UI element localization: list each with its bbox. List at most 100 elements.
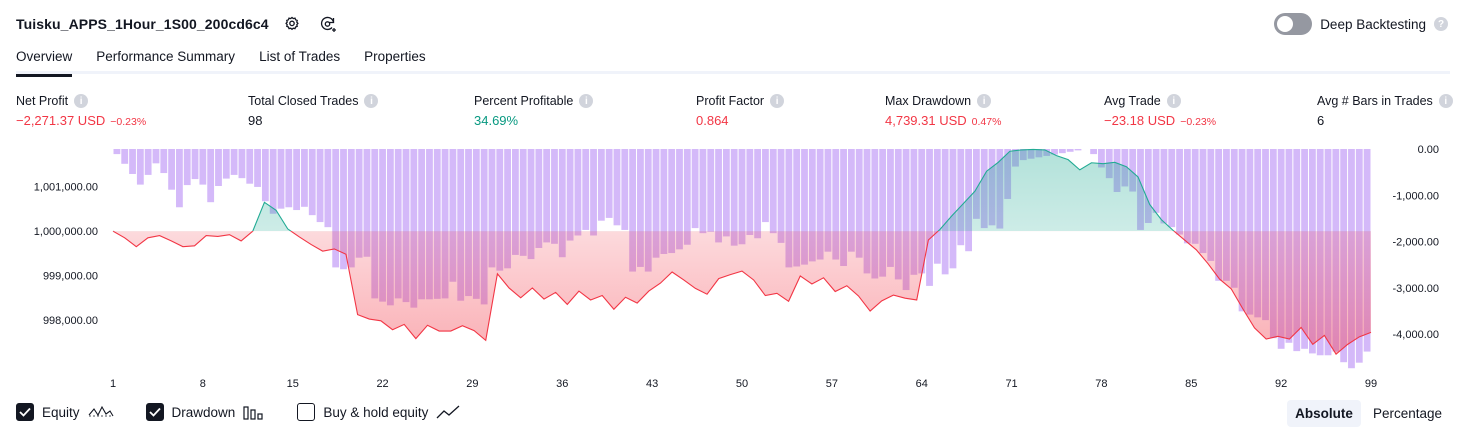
x-axis-tick: 50 [736,378,748,390]
drawdown-bar [637,149,644,267]
drawdown-bar [707,149,715,232]
drawdown-bar [293,149,301,211]
x-axis-tick: 85 [1185,378,1197,390]
buy-hold-checkbox[interactable] [297,403,316,421]
equity-area-positive [252,149,1175,232]
drawdown-bar [543,149,551,243]
settings-gear-icon[interactable] [279,11,305,37]
right-axis-tick: -1,000.00 [1393,190,1439,202]
drawdown-bar [418,149,426,300]
absolute-button[interactable]: Absolute [1287,400,1361,427]
drawdown-bar [644,149,652,272]
metric-label: Total Closed Trades [248,94,359,108]
drawdown-bar [590,149,597,236]
drawdown-bar [168,149,176,190]
left-axis: 1,001,000.00 1,000,000.00 999,000.00 998,00… [34,182,98,327]
drawdown-bar [1129,149,1137,192]
drawdown-bar [238,149,246,179]
tab-list-of-trades[interactable]: List of Trades [259,49,341,64]
drawdown-bar [527,149,535,260]
metric-label: Avg Trade [1104,94,1161,108]
drawdown-bar [1098,149,1105,168]
drawdown-bar [504,149,511,269]
deep-backtesting-toggle[interactable] [1274,13,1313,35]
drawdown-bar [379,149,386,302]
drawdown-bar [316,149,324,223]
drawdown-bar [691,149,699,229]
metric-total-closed-trades: Total Closed Trades i 98 [248,93,379,128]
report-tabs: Overview Performance Summary List of Tra… [16,44,1450,77]
drawdown-bar [722,149,730,237]
drawdown-bar [160,149,168,174]
drawdown-bar [1160,149,1168,224]
drawdown-bar [113,149,121,155]
info-icon[interactable]: i [1438,94,1453,108]
legend-buy-hold-label: Buy & hold equity [323,404,429,420]
metric-label: Max Drawdown [885,94,972,108]
x-axis-tick: 8 [200,378,206,390]
equity-checkbox[interactable] [16,403,34,421]
x-axis-tick: 71 [1005,378,1017,390]
drawdown-bar [269,149,277,214]
drawdown-bar [512,149,519,255]
legend-equity-label: Equity [42,404,80,420]
drawdown-bar [441,149,449,299]
drawdown-bar [1051,149,1058,155]
drawdown-bar [847,149,855,252]
drawdown-bar [1215,149,1223,281]
equity-drawdown-chart[interactable]: 1,001,000.00 1,000,000.00 999,000.00 998,00… [0,140,1466,402]
drawdown-bar [1230,149,1238,288]
drawdown-bar [191,149,199,180]
drawdown-checkbox[interactable] [145,403,164,421]
drawdown-bar [183,149,191,186]
metric-net-profit: Net Profit i −2,271.37 USD −0.23% [16,93,146,128]
x-axis-tick: 78 [1095,378,1107,390]
drawdown-bar [926,149,933,286]
info-icon[interactable]: i [770,94,785,108]
drawdown-bar [355,149,363,258]
drawdown-bar [347,149,355,268]
drawdown-bar [793,149,801,267]
drawdown-bar [894,149,902,280]
legend-buy-hold[interactable]: Buy & hold equity [297,403,460,421]
tab-overview[interactable]: Overview [16,44,73,77]
drawdown-bar [808,149,816,262]
toggle-knob [1277,16,1294,32]
info-icon[interactable]: i [74,94,89,108]
legend-equity[interactable]: Equity [16,403,114,421]
drawdown-bar [230,149,238,175]
drawdown-bar [136,149,144,185]
drawdown-bar [887,149,894,267]
metrics-row: Net Profit i −2,271.37 USD −0.23% Total Cl… [0,93,1466,133]
info-icon[interactable]: i [1166,94,1181,108]
tab-properties[interactable]: Properties [364,49,426,64]
x-axis-tick: 1 [110,378,116,390]
equity-area-negative [113,231,1371,355]
info-icon[interactable]: i [977,94,992,108]
info-icon[interactable]: i [579,94,594,108]
drawdown-bar [785,149,793,268]
tab-performance-summary[interactable]: Performance Summary [96,49,236,64]
legend-drawdown[interactable]: Drawdown [145,403,266,421]
metric-avg-bars: Avg # Bars in Trades i 6 [1317,93,1453,128]
drawdown-bar [332,149,340,268]
info-icon[interactable]: i [364,94,379,108]
drawdown-bar [910,149,918,275]
drawdown-bar [840,149,847,267]
drawdown-bar [652,149,660,258]
drawdown-bar [973,149,980,219]
update-report-icon[interactable] [315,11,341,37]
metric-avg-trade: Avg Trade i −23.18 USD −0.23% [1104,93,1216,128]
help-icon[interactable]: ? [1434,17,1448,31]
drawdown-bar [386,149,394,306]
drawdown-bar [1152,149,1160,213]
x-axis-tick: 22 [376,378,388,390]
drawdown-bar [394,149,402,299]
percentage-button[interactable]: Percentage [1372,406,1442,421]
metric-value: 34.69% [474,113,519,128]
drawdown-bar [465,149,472,297]
x-axis-tick: 15 [287,378,299,390]
left-axis-tick: 998,000.00 [43,315,98,327]
drawdown-bar [449,149,457,282]
metric-percent: −0.23% [1180,116,1217,128]
